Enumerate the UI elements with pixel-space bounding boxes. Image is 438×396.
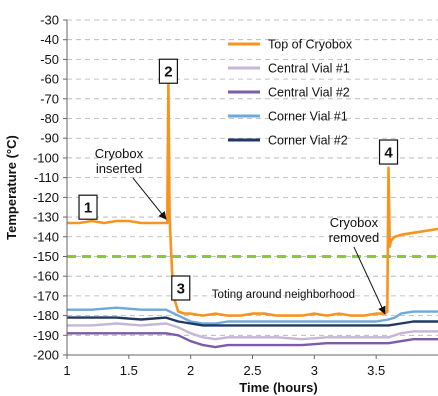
marker-box [378, 139, 399, 165]
annotation-text: Cryobox [95, 146, 144, 161]
legend: Top of Cryobox Central Vial #1 Central Via… [228, 38, 353, 148]
marker-box [158, 58, 179, 84]
marker-label: 1 [84, 200, 92, 217]
annotation-text: inserted [96, 161, 142, 176]
x-tick-label: 2.5 [243, 363, 261, 378]
axes: -30 -40 -50 -60 -70 -80 -90 -100 -110 -120 -130 -14… [33, 13, 438, 378]
gridlines [67, 19, 438, 336]
legend-entry: Corner Vial #1 [268, 110, 348, 124]
marker-label: 2 [164, 64, 172, 81]
marker-box [78, 194, 98, 220]
y-tick-label: -100 [33, 150, 59, 165]
legend-entry: Corner Vial #2 [268, 134, 348, 148]
marker-label: 4 [384, 145, 393, 162]
y-tick-label: -160 [33, 269, 59, 284]
y-tick-label: -180 [33, 308, 59, 323]
series-line-4 [67, 306, 438, 325]
y-tick-label: -150 [33, 249, 59, 264]
annotation-text: Cryobox [330, 215, 379, 230]
y-axis-title: Temperature (°C) [4, 135, 19, 240]
y-tick-label: -140 [33, 229, 59, 244]
x-tick-label: 3 [311, 363, 318, 378]
x-tick-label: 1.5 [120, 363, 138, 378]
y-tick-label: -170 [33, 288, 59, 303]
legend-entry: Central Vial #2 [268, 86, 350, 100]
series-lines [67, 81, 438, 349]
y-tick-label: -30 [40, 13, 59, 28]
x-axis-title: Time (hours) [239, 380, 318, 395]
y-tick-label: -70 [40, 91, 59, 106]
y-tick-label: -60 [40, 72, 59, 87]
y-tick-label: -120 [33, 190, 59, 205]
y-tick-label: -130 [33, 210, 59, 225]
marker-label: 3 [177, 281, 185, 298]
y-tick-label: -50 [40, 52, 59, 67]
y-tick-label: -190 [33, 328, 59, 343]
series-line-5 [67, 316, 438, 327]
legend-entry: Central Vial #1 [268, 62, 350, 76]
y-tick-label: -110 [34, 170, 59, 185]
series-line-1 [67, 81, 438, 317]
x-tick-label: 2 [187, 363, 194, 378]
series-line-2 [67, 322, 438, 341]
x-tick-label: 3.5 [367, 363, 385, 378]
y-tick-label: -40 [40, 32, 59, 47]
annotation-text: Toting around neighborhood [212, 289, 355, 301]
y-tick-label: -80 [40, 111, 59, 126]
series-line-3 [67, 332, 438, 349]
x-tick-label: 1 [63, 363, 70, 378]
y-tick-label: -90 [40, 131, 59, 146]
annotation-text: removed [329, 230, 380, 245]
annotation-arrow [132, 177, 167, 220]
legend-entry: Top of Cryobox [268, 38, 353, 52]
marker-box [171, 275, 191, 301]
annotation-arrow [353, 246, 386, 315]
y-tick-label: -200 [33, 348, 59, 363]
